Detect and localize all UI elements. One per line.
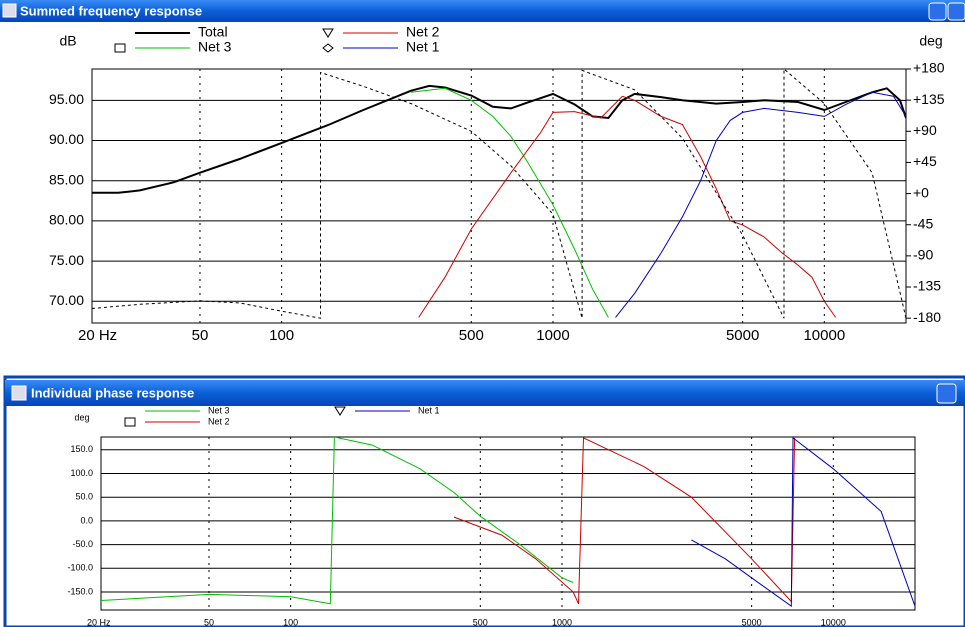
y-tick-label: 0.0 — [80, 515, 93, 525]
y2-tick-label: +135 — [913, 91, 945, 107]
plot-area — [91, 68, 907, 324]
y2-tick-label: -180 — [913, 309, 941, 325]
series-line — [615, 91, 906, 318]
legend-label: Net 3 — [198, 39, 232, 55]
x-tick-label: 20 Hz — [87, 617, 111, 627]
series-line — [411, 87, 609, 318]
x-tick-label: 1000 — [552, 617, 572, 627]
y-axis-label: deg — [74, 412, 89, 422]
y-tick-label: -100.0 — [67, 563, 93, 573]
x-tick-label: 100 — [283, 617, 298, 627]
x-tick-label: 10000 — [821, 617, 846, 627]
window-title: Summed frequency response — [20, 3, 202, 18]
title-bar — [5, 380, 965, 406]
legend-label: Net 2 — [406, 24, 440, 40]
y-tick-label: 50.0 — [75, 492, 93, 502]
y-tick-label: 85.00 — [49, 171, 84, 187]
x-tick-label: 500 — [459, 327, 484, 344]
y2-tick-label: +180 — [913, 60, 945, 76]
x-tick-label: 5000 — [742, 617, 762, 627]
x-tick-label: 50 — [192, 327, 209, 344]
series-line — [101, 437, 574, 605]
minimize-button[interactable] — [928, 2, 947, 21]
window-icon — [11, 385, 27, 401]
y-tick-label: 70.00 — [49, 292, 84, 308]
window-icon — [2, 3, 17, 18]
y2-tick-label: -45 — [913, 215, 933, 231]
title-bar — [0, 0, 965, 22]
y-tick-label: -150.0 — [67, 586, 93, 596]
y-tick-label: 80.00 — [49, 212, 84, 228]
x-tick-label: 20 Hz — [78, 327, 117, 344]
y-tick-label: 90.00 — [49, 131, 84, 147]
y2-tick-label: +45 — [913, 153, 937, 169]
maximize-button[interactable] — [947, 2, 965, 21]
y2-tick-label: -90 — [913, 247, 933, 263]
legend-label: Net 2 — [208, 416, 230, 426]
y2-tick-label: -135 — [913, 278, 941, 294]
y2-tick-label: +90 — [913, 122, 937, 138]
x-tick-label: 10000 — [803, 327, 845, 344]
legend-label: Net 1 — [418, 405, 440, 415]
series-line — [691, 437, 915, 608]
y2-axis-label: deg — [919, 33, 942, 49]
y-tick-label: 150.0 — [70, 444, 93, 454]
series-line — [92, 69, 906, 319]
legend-marker — [124, 417, 136, 427]
series-line — [92, 84, 906, 194]
x-tick-label: 50 — [204, 617, 214, 627]
x-tick-label: 1000 — [536, 327, 569, 344]
y-tick-label: 100.0 — [70, 468, 93, 478]
legend-marker — [114, 43, 126, 53]
legend-marker — [322, 28, 334, 38]
y-tick-label: 75.00 — [49, 252, 84, 268]
series-line — [453, 437, 796, 605]
y-axis-label: dB — [59, 33, 76, 49]
legend-label: Net 3 — [208, 405, 230, 415]
series-line — [418, 95, 837, 318]
minimize-button[interactable] — [936, 383, 957, 404]
x-tick-label: 100 — [269, 327, 294, 344]
y2-tick-label: +0 — [913, 184, 929, 200]
x-tick-label: 500 — [473, 617, 488, 627]
legend-label: Total — [198, 24, 228, 40]
y-tick-label: 95.00 — [49, 91, 84, 107]
window-title: Individual phase response — [31, 385, 194, 400]
y-tick-label: -50.0 — [72, 539, 93, 549]
legend-label: Net 1 — [406, 39, 440, 55]
x-tick-label: 5000 — [726, 327, 759, 344]
legend-marker — [322, 43, 334, 53]
legend-marker — [334, 406, 346, 416]
